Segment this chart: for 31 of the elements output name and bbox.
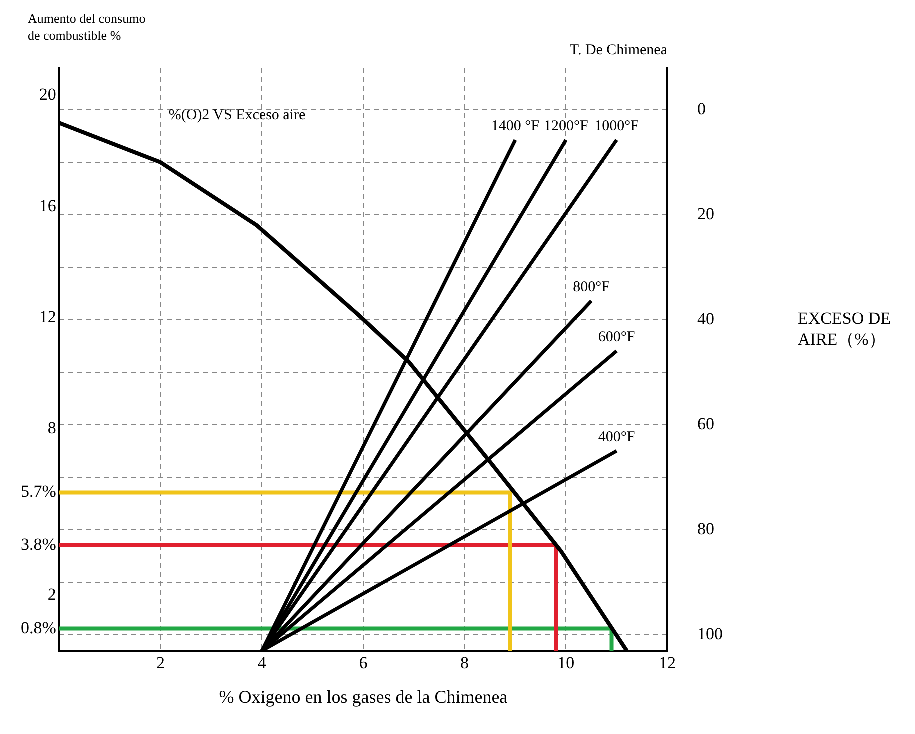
y2-tick-label: 60 xyxy=(698,414,714,434)
y-tick-label: 5.7% xyxy=(20,482,56,502)
x-tick-label: 4 xyxy=(258,654,267,673)
x-tick-label: 12 xyxy=(659,654,676,673)
y-tick-label: 12 xyxy=(39,307,56,326)
y-axis-title: Aumento del consumo de combustible % xyxy=(28,10,147,44)
series-label: 600°F xyxy=(598,330,636,346)
series-label: 1200°F xyxy=(544,118,588,135)
y2-tick-label: 80 xyxy=(698,520,714,539)
y2-tick-label: 100 xyxy=(698,624,723,644)
y-tick-label: 3.8% xyxy=(20,534,56,554)
text: T. De Chimenea xyxy=(570,42,668,58)
series-label: 1400 °F xyxy=(491,118,540,135)
y-tick-label: 8 xyxy=(48,418,56,438)
x-axis-title: % Oxigeno en los gases de la Chimenea xyxy=(219,686,508,707)
y-tick-label: 2 xyxy=(48,584,56,604)
x-tick-label: 6 xyxy=(359,654,368,673)
x-tick-label: 8 xyxy=(460,654,470,673)
x-tick-label: 2 xyxy=(156,654,166,673)
y2-tick-label: 40 xyxy=(698,310,714,329)
y-tick-label: 0.8% xyxy=(20,618,56,638)
x-tick-label: 10 xyxy=(558,654,575,673)
y2-tick-label: 20 xyxy=(698,204,714,224)
y2-axis-title: EXCESO DE AIRE（%） xyxy=(798,308,892,350)
annotation: %(O)2 VS Exceso aire xyxy=(168,107,306,124)
y-tick-label: 20 xyxy=(39,85,56,104)
series-label: 1000°F xyxy=(594,118,639,135)
y2-tick-label: 0 xyxy=(698,99,706,118)
y-tick-label: 16 xyxy=(39,196,56,216)
series-label: 800°F xyxy=(573,280,610,296)
series-label: 400°F xyxy=(598,430,636,446)
